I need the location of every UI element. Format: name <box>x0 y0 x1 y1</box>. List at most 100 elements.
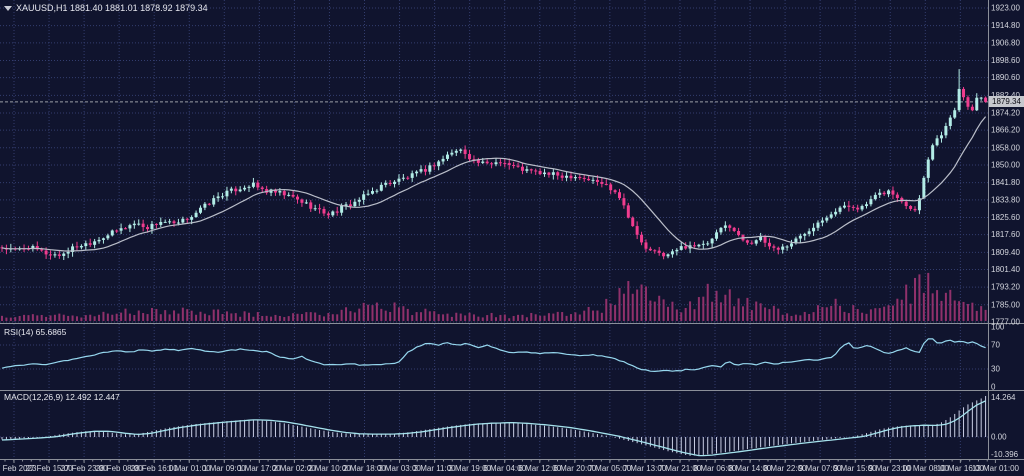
candle <box>587 175 591 181</box>
candle <box>732 226 736 233</box>
candle <box>962 86 966 101</box>
candle <box>759 232 763 242</box>
candle <box>807 228 811 237</box>
candle <box>838 205 842 215</box>
candle <box>957 69 961 113</box>
candle <box>600 177 604 188</box>
candle <box>247 185 251 193</box>
candle <box>631 216 635 227</box>
candle <box>225 186 229 201</box>
candle <box>745 239 749 245</box>
candle <box>445 151 449 161</box>
candle <box>653 249 657 254</box>
candles-layer[interactable] <box>0 69 988 260</box>
candle <box>856 204 860 213</box>
candle <box>194 210 198 218</box>
volume-layer <box>1 272 987 321</box>
candle <box>181 216 185 224</box>
candle <box>516 162 520 168</box>
candle <box>794 236 798 245</box>
candle <box>49 250 53 260</box>
candle <box>926 157 930 183</box>
candle <box>820 217 824 227</box>
candle <box>948 115 952 130</box>
time-tick-label: 8 Mar 22:00 <box>764 464 807 473</box>
time-tick-label: 3 Mar 11:00 <box>414 464 457 473</box>
candle <box>547 171 551 178</box>
candle <box>816 220 820 231</box>
candle <box>904 200 908 210</box>
price-tick-label: 1777.00 <box>991 318 1020 327</box>
candle <box>318 203 322 214</box>
time-tick-label: 7 Mar 05:00 <box>588 464 631 473</box>
candle <box>966 95 970 110</box>
candle <box>573 174 577 181</box>
candle <box>66 247 70 259</box>
candle <box>57 250 61 259</box>
candle <box>882 191 886 197</box>
candle <box>93 238 97 249</box>
candle <box>450 149 454 157</box>
candle <box>538 168 542 176</box>
time-tick-label: 7 Mar 13:00 <box>624 464 667 473</box>
candle <box>984 96 988 103</box>
candle <box>115 229 119 233</box>
candle <box>212 195 216 207</box>
candle <box>203 202 207 211</box>
candle <box>287 192 291 197</box>
candle <box>313 204 317 211</box>
window-marker-icon <box>4 5 12 11</box>
candle <box>397 174 401 186</box>
candle <box>331 210 335 217</box>
candle <box>207 202 211 206</box>
time-tick-label: 27 Feb 15:00 <box>25 464 73 473</box>
candle <box>869 195 873 207</box>
candle <box>463 145 467 159</box>
price-tick-label: 1850.00 <box>991 161 1020 170</box>
candle <box>697 243 701 248</box>
time-tick-label: 28 Feb 08:00 <box>96 464 144 473</box>
candle <box>582 174 586 182</box>
candle <box>53 251 57 258</box>
candle <box>692 242 696 248</box>
candle <box>772 244 776 252</box>
candle <box>851 204 855 211</box>
candle <box>198 205 202 215</box>
candle <box>662 251 666 260</box>
candle <box>975 93 979 112</box>
candle <box>873 192 877 201</box>
candle <box>507 158 511 170</box>
candle <box>684 242 688 250</box>
candle <box>357 197 361 206</box>
candle <box>503 158 507 168</box>
candle <box>423 165 427 176</box>
candle <box>737 227 741 237</box>
price-tick-label: 1785.00 <box>991 300 1020 309</box>
candle <box>4 244 8 255</box>
candle <box>132 220 136 229</box>
candle <box>706 241 710 247</box>
candle <box>106 233 110 241</box>
candle <box>251 177 255 189</box>
candle <box>238 186 242 193</box>
candle <box>419 165 423 174</box>
candle <box>384 180 388 188</box>
price-tick-label: 1906.80 <box>991 38 1020 47</box>
candle <box>282 189 286 200</box>
candle <box>9 243 13 253</box>
candle <box>291 190 295 198</box>
current-price-tag: 1879.34 <box>989 96 1024 108</box>
candle <box>150 220 154 234</box>
candle <box>626 202 630 219</box>
candle <box>710 237 714 248</box>
time-tick-label: 1 Mar 09:00 <box>203 464 246 473</box>
candle <box>939 131 943 143</box>
time-tick-label: 10 Mar 16:00 <box>937 464 985 473</box>
time-tick-label: 27 Feb 2023 <box>0 464 37 473</box>
price-tick-label: 1866.20 <box>991 126 1020 135</box>
candle <box>119 223 123 235</box>
candle <box>124 227 127 230</box>
time-tick-label: 9 Mar 23:00 <box>869 464 912 473</box>
